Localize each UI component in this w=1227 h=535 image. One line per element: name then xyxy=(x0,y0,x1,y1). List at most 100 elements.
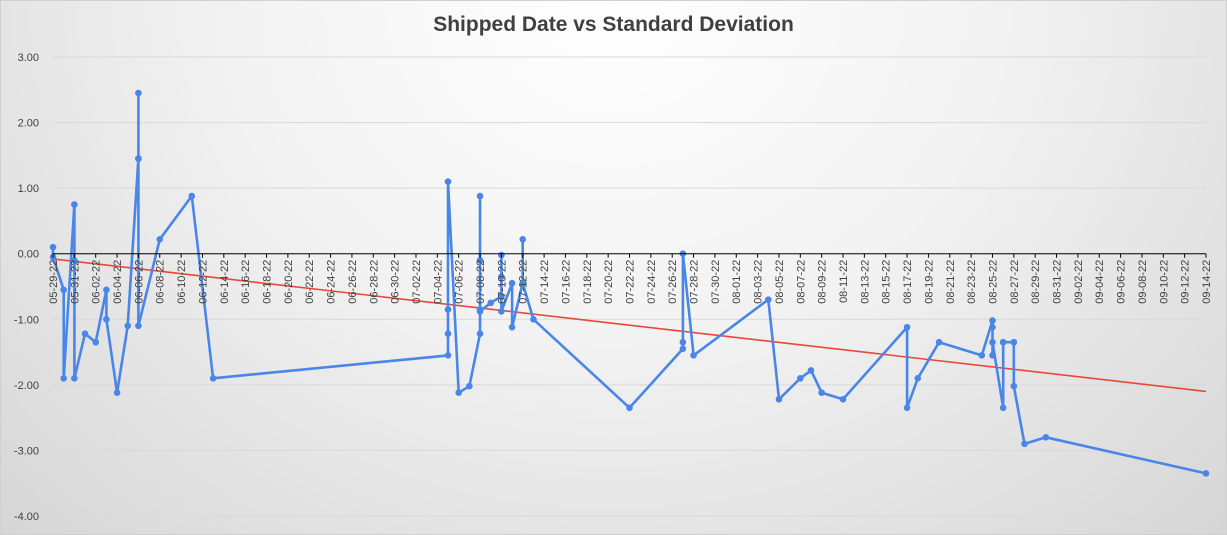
y-tick-label: 2.00 xyxy=(18,118,39,130)
x-tick-label: 06-30-22 xyxy=(390,260,402,304)
data-point xyxy=(989,338,996,346)
data-point xyxy=(690,352,697,359)
data-point xyxy=(978,352,986,359)
x-tick-label: 05-29-22 xyxy=(48,260,60,304)
data-point xyxy=(92,338,100,346)
y-tick-label: 3.00 xyxy=(18,52,39,64)
data-point xyxy=(60,286,67,294)
x-tick-label: 07-26-22 xyxy=(667,260,679,304)
y-tick-label: 0.00 xyxy=(18,249,39,261)
data-point xyxy=(508,323,516,331)
data-point xyxy=(156,235,164,243)
x-tick-label: 06-20-22 xyxy=(283,260,295,304)
x-tick-label: 08-17-22 xyxy=(902,260,914,304)
x-tick-label: 08-13-22 xyxy=(859,260,871,304)
data-point xyxy=(444,330,452,338)
data-point xyxy=(775,395,783,403)
x-tick-label: 08-05-22 xyxy=(774,260,786,304)
data-point xyxy=(519,279,527,287)
y-tick-label: -1.00 xyxy=(14,314,39,326)
x-tick-label: 08-21-22 xyxy=(945,260,957,304)
data-point xyxy=(1010,382,1018,390)
x-tick-label: 08-23-22 xyxy=(966,260,978,304)
data-point xyxy=(818,389,825,397)
data-point xyxy=(455,389,462,397)
data-point xyxy=(519,235,527,243)
x-tick-label: 08-19-22 xyxy=(923,260,935,304)
x-tick-label: 07-28-22 xyxy=(689,260,701,304)
data-point xyxy=(444,306,452,313)
x-tick-label: 07-14-22 xyxy=(539,260,551,304)
x-tick-label: 06-04-22 xyxy=(112,260,124,304)
data-point xyxy=(530,315,537,323)
x-tick-label: 09-02-22 xyxy=(1073,260,1085,304)
x-tick-label: 07-08-22 xyxy=(475,260,487,304)
data-point xyxy=(903,404,911,412)
data-point xyxy=(209,375,217,382)
data-point xyxy=(508,279,516,287)
y-tick-label: -2.00 xyxy=(14,380,39,392)
axes: 3.00 2.00 1.00 0.00 -1.00 -2.00 -3.00 -4.00 05-2… xyxy=(14,52,1213,523)
x-tick-label: 06-06-22 xyxy=(133,260,145,304)
data-point xyxy=(444,178,452,185)
series-line xyxy=(51,91,1208,475)
data-point xyxy=(135,89,142,97)
x-tick-label: 07-30-22 xyxy=(710,260,722,304)
gridlines xyxy=(53,56,1206,517)
data-point xyxy=(839,395,847,403)
data-point xyxy=(807,367,815,374)
x-tick-label: 09-12-22 xyxy=(1180,260,1192,304)
data-point xyxy=(487,299,495,307)
x-tick-label: 08-31-22 xyxy=(1052,260,1064,304)
x-tick-label: 07-02-22 xyxy=(411,260,423,304)
data-point xyxy=(498,308,505,315)
x-tick-label: 06-02-22 xyxy=(91,260,103,304)
x-tick-label: 06-08-22 xyxy=(155,260,167,304)
x-tick-label: 06-12-22 xyxy=(197,260,209,304)
data-point xyxy=(903,323,911,331)
data-point xyxy=(999,404,1007,412)
x-tick-label: 08-11-22 xyxy=(838,260,850,303)
x-tick-label: 06-26-22 xyxy=(347,260,359,304)
x-tick-label: 08-09-22 xyxy=(817,260,829,304)
data-point xyxy=(124,322,132,330)
data-point xyxy=(797,375,804,382)
data-point xyxy=(1021,440,1028,448)
x-tick-label: 08-27-22 xyxy=(1009,260,1021,304)
x-tick-label: 08-15-22 xyxy=(881,260,893,304)
data-point xyxy=(188,192,196,200)
y-tick-label: -3.00 xyxy=(14,445,39,457)
x-tick-label: 07-04-22 xyxy=(432,260,444,304)
x-tick-label: 07-10-22 xyxy=(496,260,508,304)
x-tick-label: 08-25-22 xyxy=(987,260,999,304)
data-point xyxy=(679,345,687,353)
x-tick-label: 07-16-22 xyxy=(560,260,572,304)
x-tick-label: 07-24-22 xyxy=(646,260,658,304)
data-point xyxy=(103,315,110,323)
x-tick-label: 06-10-22 xyxy=(176,260,188,304)
x-tick-label: 07-22-22 xyxy=(625,260,637,304)
x-tick-label: 08-03-22 xyxy=(753,260,765,304)
data-point xyxy=(103,286,110,294)
data-point xyxy=(1010,338,1018,346)
data-point xyxy=(989,352,996,359)
x-tick-label: 05-31-22 xyxy=(69,260,81,304)
data-point xyxy=(1202,470,1210,477)
data-point xyxy=(476,330,484,338)
data-point xyxy=(989,323,996,331)
data-point xyxy=(498,293,505,300)
data-point xyxy=(71,375,78,382)
data-point xyxy=(914,375,922,382)
x-tick-label: 06-16-22 xyxy=(240,260,252,304)
data-point xyxy=(999,338,1007,346)
x-tick-label: 06-22-22 xyxy=(304,260,316,304)
x-tick-label: 09-10-22 xyxy=(1158,260,1170,304)
x-tick-label: 09-04-22 xyxy=(1094,260,1106,304)
data-point xyxy=(679,338,687,346)
y-tick-label: -4.00 xyxy=(14,511,39,523)
x-tick-label: 08-29-22 xyxy=(1030,260,1042,304)
data-point xyxy=(476,308,484,315)
x-tick-label: 08-07-22 xyxy=(795,260,807,304)
